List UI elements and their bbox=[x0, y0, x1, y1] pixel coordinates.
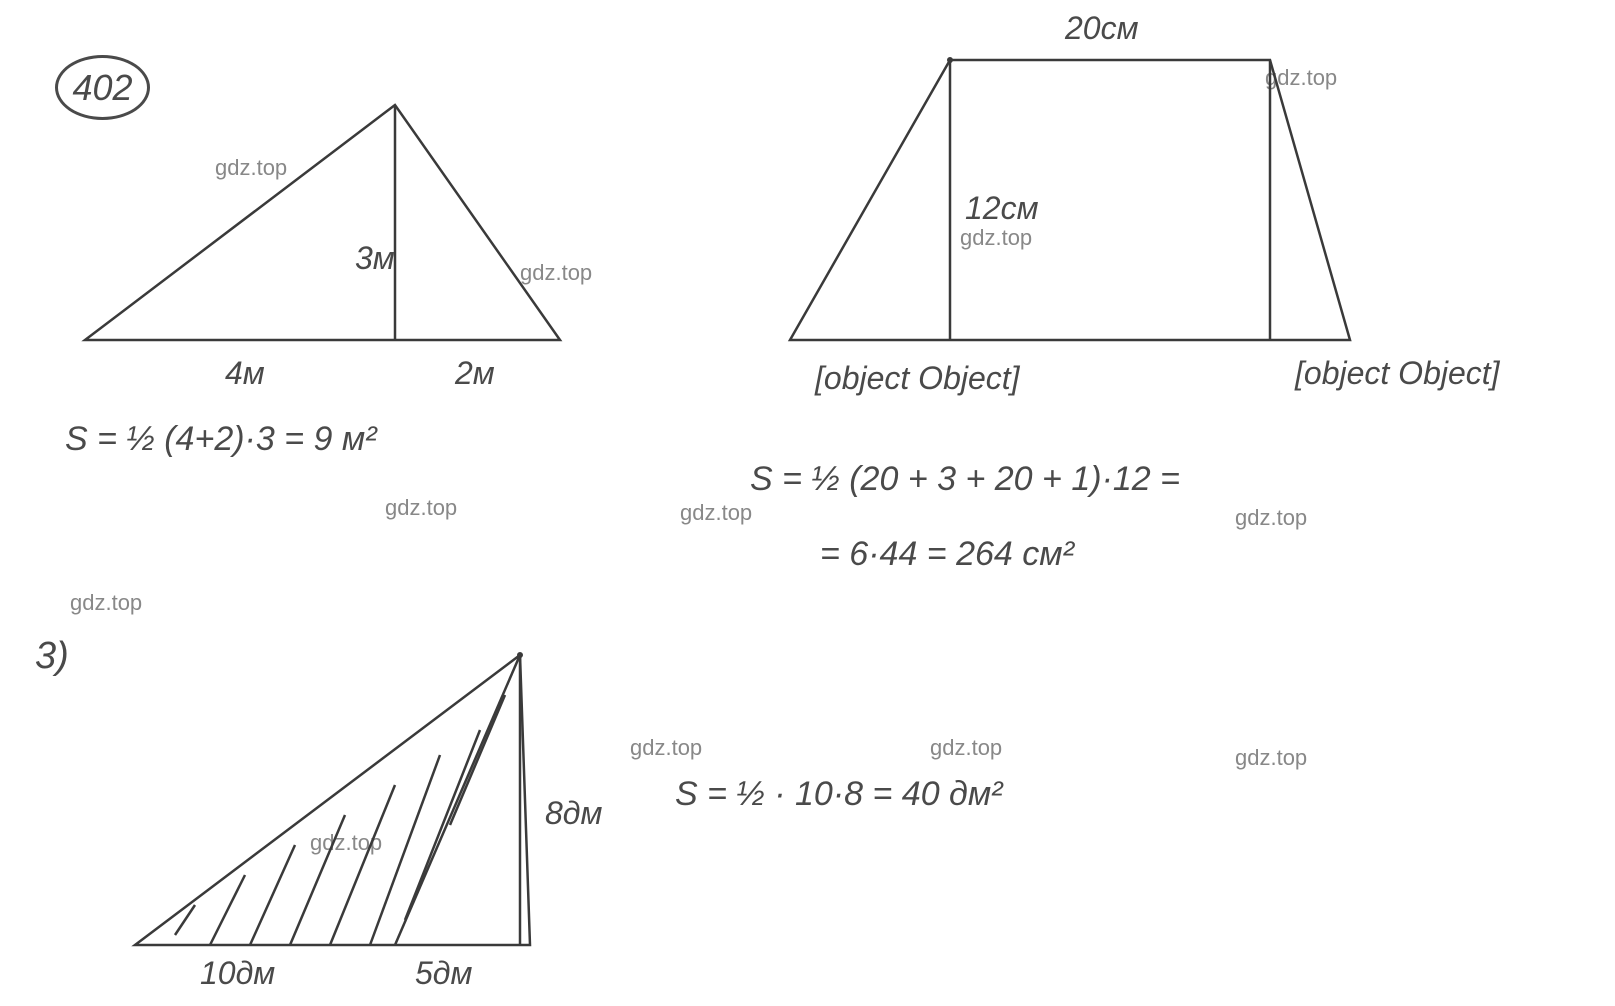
figure3-height-label: 8дм bbox=[545, 795, 602, 832]
triangle3-outline bbox=[135, 655, 530, 945]
hatching-group bbox=[175, 695, 505, 945]
hatch-line bbox=[405, 730, 480, 920]
watermark-text: gdz.top bbox=[385, 495, 457, 521]
vertex-dot bbox=[947, 57, 953, 63]
figure1-base-right-label: 2м bbox=[455, 355, 495, 392]
figure1-triangle bbox=[0, 0, 600, 400]
figure3-base-right-label: 5дм bbox=[415, 955, 472, 992]
trapezoid-outline bbox=[790, 60, 1350, 340]
figure2-trapezoid bbox=[750, 0, 1450, 400]
watermark-text: gdz.top bbox=[680, 500, 752, 526]
figure1-base-left-label: 4м bbox=[225, 355, 265, 392]
hatch-line bbox=[250, 845, 295, 945]
hatch-line bbox=[450, 695, 505, 825]
triangle-outline bbox=[85, 105, 560, 340]
vertex-dot bbox=[517, 652, 523, 658]
triangle3-inner-line bbox=[395, 655, 520, 945]
figure2-top-label: 20см bbox=[1065, 10, 1139, 47]
figure2-bottom-right-label: [object Object] bbox=[1295, 355, 1500, 392]
figure2-bottom-left-label: [object Object] bbox=[815, 360, 1020, 397]
figure2-formula-line2: = 6·44 = 264 см² bbox=[820, 535, 1074, 574]
figure2-height-label: 12см bbox=[965, 190, 1039, 227]
watermark-text: gdz.top bbox=[630, 735, 702, 761]
figure1-height-label: 3м bbox=[355, 240, 395, 277]
page: 402 gdz.top gdz.top gdz.top gdz.top gdz.… bbox=[0, 0, 1615, 1006]
figure1-formula: S = ½ (4+2)·3 = 9 м² bbox=[65, 420, 377, 459]
figure3-formula: S = ½ · 10·8 = 40 дм² bbox=[675, 775, 1002, 814]
hatch-line bbox=[175, 905, 195, 935]
figure2-formula-line1: S = ½ (20 + 3 + 20 + 1)·12 = bbox=[750, 460, 1180, 499]
figure3-triangle bbox=[0, 600, 600, 1000]
hatch-line bbox=[370, 755, 440, 945]
figure3-base-left-label: 10дм bbox=[200, 955, 275, 992]
watermark-text: gdz.top bbox=[1235, 745, 1307, 771]
watermark-text: gdz.top bbox=[1235, 505, 1307, 531]
hatch-line bbox=[330, 785, 395, 945]
watermark-text: gdz.top bbox=[930, 735, 1002, 761]
